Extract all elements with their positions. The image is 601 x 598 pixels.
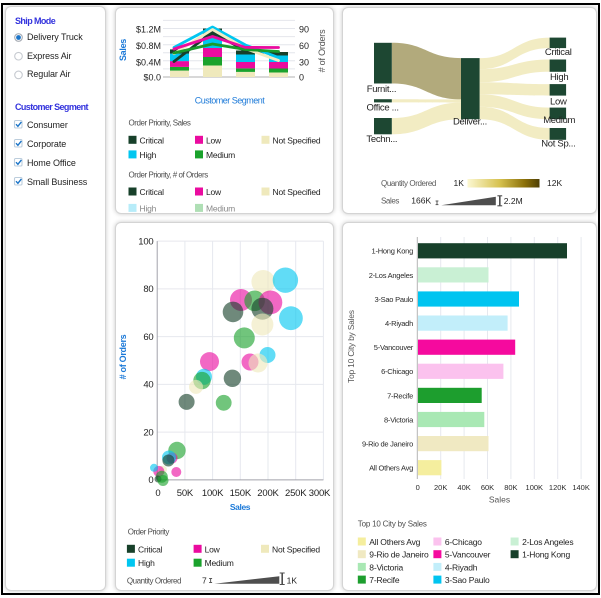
svg-text:1-Hong Kong: 1-Hong Kong (372, 247, 414, 256)
svg-text:20: 20 (143, 427, 153, 438)
svg-text:All Others Avg: All Others Avg (369, 464, 413, 473)
svg-text:Sales: Sales (118, 39, 128, 61)
svg-text:High: High (140, 150, 157, 160)
svg-text:$0.0: $0.0 (143, 73, 161, 83)
svg-text:250K: 250K (285, 488, 307, 499)
svg-text:High: High (550, 72, 568, 83)
svg-text:Techn...: Techn... (366, 134, 397, 145)
svg-text:60: 60 (299, 41, 309, 51)
svg-text:5-Vancouver: 5-Vancouver (445, 550, 491, 560)
svg-text:8-Victoria: 8-Victoria (384, 415, 414, 424)
svg-text:140K: 140K (572, 483, 590, 492)
svg-text:High: High (138, 558, 155, 568)
svg-text:Deliver...: Deliver... (453, 117, 487, 128)
svg-text:Order Priority, Sales: Order Priority, Sales (129, 119, 191, 128)
svg-text:100K: 100K (202, 488, 224, 499)
svg-text:8-Victoria: 8-Victoria (369, 562, 403, 572)
svg-text:# of Orders: # of Orders (118, 334, 128, 379)
svg-text:100K: 100K (526, 483, 544, 492)
svg-text:High: High (140, 203, 157, 213)
svg-text:Not Specified: Not Specified (272, 544, 320, 554)
svg-text:1-Hong Kong: 1-Hong Kong (522, 550, 570, 560)
svg-text:5-Vancouver: 5-Vancouver (374, 343, 414, 352)
svg-text:Not Specified: Not Specified (273, 135, 321, 145)
svg-text:9-Rio de Janeiro: 9-Rio de Janeiro (362, 440, 413, 449)
svg-text:Not Sp...: Not Sp... (541, 138, 575, 149)
svg-text:Critical: Critical (138, 544, 163, 554)
svg-text:Critical: Critical (140, 187, 165, 197)
svg-text:Office ...: Office ... (367, 102, 399, 113)
svg-text:Critical: Critical (140, 135, 165, 145)
svg-text:2-Los Angeles: 2-Los Angeles (369, 271, 414, 280)
svg-text:Medium: Medium (206, 150, 235, 160)
svg-text:120K: 120K (549, 483, 567, 492)
svg-text:Low: Low (206, 187, 222, 197)
svg-text:166K: 166K (411, 195, 431, 205)
svg-text:Not Specified: Not Specified (273, 187, 321, 197)
svg-text:0: 0 (155, 488, 160, 499)
svg-text:50K: 50K (177, 488, 194, 499)
svg-text:7-Recife: 7-Recife (369, 575, 400, 585)
svg-text:0: 0 (148, 475, 153, 486)
svg-text:Quantity Ordered: Quantity Ordered (381, 179, 436, 188)
svg-text:Sales: Sales (489, 495, 510, 505)
svg-text:All Others Avg: All Others Avg (369, 537, 420, 547)
svg-text:2.2M: 2.2M (504, 196, 523, 206)
svg-text:60K: 60K (481, 483, 494, 492)
svg-text:40: 40 (143, 380, 153, 391)
svg-text:30: 30 (299, 58, 309, 68)
svg-text:# of Orders: # of Orders (317, 29, 327, 73)
svg-text:Critical: Critical (545, 47, 572, 58)
svg-text:9-Rio de Janeiro: 9-Rio de Janeiro (369, 550, 429, 560)
svg-text:Top 10 City by Sales: Top 10 City by Sales (358, 520, 427, 529)
svg-text:4-Riyadh: 4-Riyadh (385, 319, 413, 328)
svg-text:60: 60 (143, 332, 153, 343)
svg-text:Low: Low (206, 135, 222, 145)
svg-text:Sales: Sales (381, 196, 399, 205)
svg-text:6-Chicago: 6-Chicago (381, 367, 413, 376)
svg-text:Sales: Sales (230, 502, 251, 512)
svg-text:2-Los Angeles: 2-Los Angeles (522, 537, 573, 547)
svg-text:3-Sao Paulo: 3-Sao Paulo (445, 575, 490, 585)
svg-text:200K: 200K (257, 488, 279, 499)
svg-text:3-Sao Paulo: 3-Sao Paulo (374, 295, 413, 304)
svg-text:$1.2M: $1.2M (136, 25, 161, 35)
svg-text:40K: 40K (457, 483, 470, 492)
svg-text:Order Priority: Order Priority (128, 528, 170, 537)
svg-text:90: 90 (299, 25, 309, 35)
svg-text:7-Recife: 7-Recife (387, 391, 413, 400)
svg-text:0: 0 (299, 73, 304, 83)
svg-text:1K: 1K (454, 178, 465, 188)
svg-text:Top 10 City by Sales: Top 10 City by Sales (347, 310, 356, 383)
svg-text:6-Chicago: 6-Chicago (445, 537, 482, 547)
svg-text:150K: 150K (230, 488, 252, 499)
svg-text:Medium: Medium (206, 203, 235, 213)
svg-text:80: 80 (143, 284, 153, 295)
svg-text:Low: Low (550, 97, 567, 108)
svg-text:Customer Segment: Customer Segment (195, 96, 266, 106)
svg-text:80K: 80K (504, 483, 517, 492)
svg-text:Order Priority, # of Orders: Order Priority, # of Orders (129, 171, 209, 180)
svg-text:Furnit...: Furnit... (367, 84, 397, 95)
svg-text:12K: 12K (547, 178, 562, 188)
svg-text:Low: Low (205, 544, 221, 554)
svg-text:7: 7 (202, 576, 207, 586)
svg-text:300K: 300K (309, 488, 331, 499)
svg-text:Quantity Ordered: Quantity Ordered (127, 577, 181, 586)
svg-text:20K: 20K (434, 483, 447, 492)
svg-text:100: 100 (138, 236, 153, 247)
svg-text:Medium: Medium (543, 115, 575, 126)
svg-text:$0.4M: $0.4M (136, 58, 161, 68)
svg-text:$0.8M: $0.8M (136, 41, 161, 51)
svg-text:0: 0 (416, 483, 420, 492)
svg-text:Medium: Medium (205, 558, 234, 568)
svg-text:4-Riyadh: 4-Riyadh (445, 562, 478, 572)
svg-text:1K: 1K (287, 576, 298, 586)
